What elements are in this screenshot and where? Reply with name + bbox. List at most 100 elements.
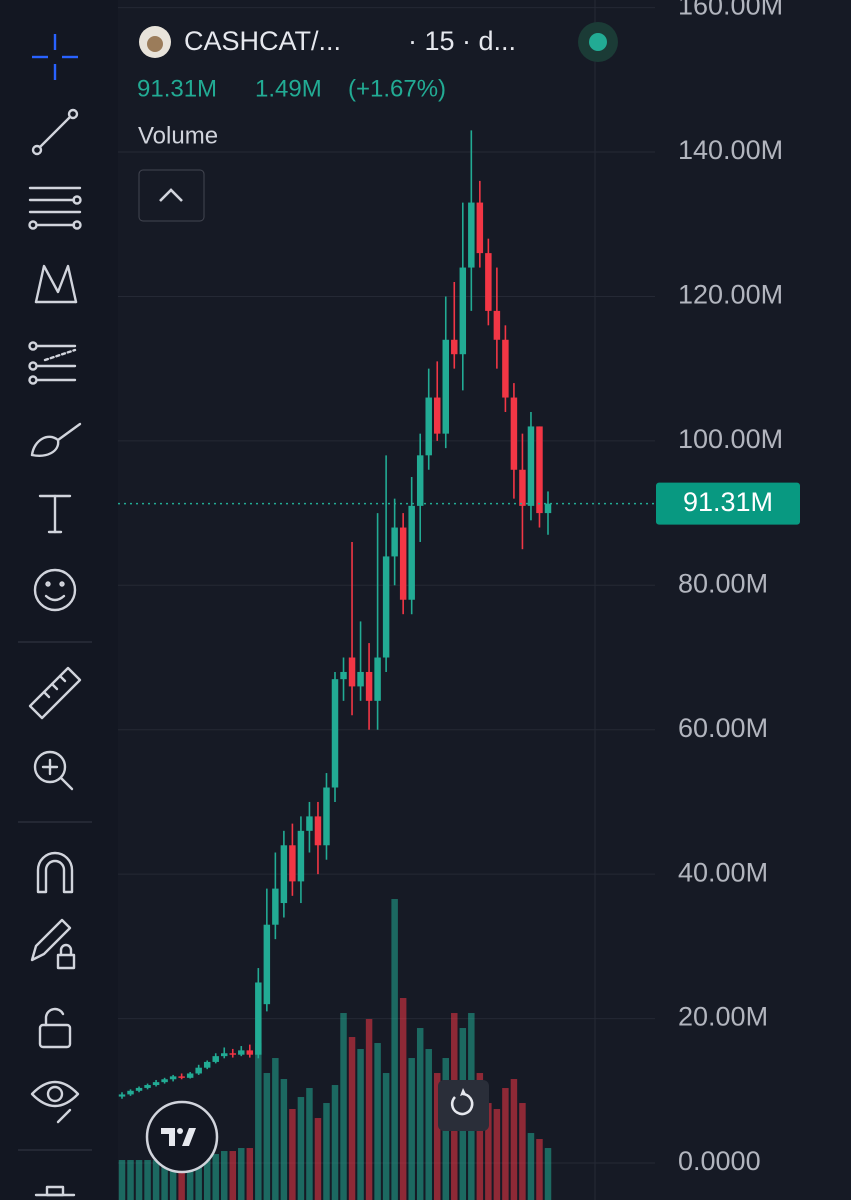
candle-body [340, 671, 347, 680]
candle-body [272, 888, 279, 925]
candle-body [229, 1053, 236, 1055]
change: 1.49M [255, 75, 322, 102]
candle-body [118, 1094, 126, 1097]
interval[interactable]: · 15 · d... [408, 26, 516, 56]
candle-body [195, 1067, 202, 1074]
candle-body [144, 1085, 151, 1088]
volume-bar [229, 1151, 236, 1200]
candle-body [246, 1050, 254, 1055]
volume-bar [272, 1058, 279, 1200]
candle-body [544, 503, 552, 514]
candle-body [425, 397, 432, 456]
zoom-tool[interactable] [33, 750, 74, 791]
pattern-tool[interactable] [34, 264, 78, 304]
volume-bar [280, 1079, 288, 1200]
emoji-tool[interactable] [33, 568, 77, 612]
candle-body [442, 339, 449, 434]
candle-body [186, 1073, 194, 1078]
ruler-tool[interactable] [28, 666, 82, 720]
y-tick-label: 140.00M [678, 135, 783, 165]
candle-body [152, 1082, 160, 1086]
volume-bar [416, 1028, 424, 1200]
volume-bar [306, 1088, 313, 1200]
status-dot [589, 33, 607, 51]
volume-bar [255, 1043, 262, 1200]
candle-body [289, 845, 296, 882]
candle-body [221, 1053, 228, 1057]
magnet-tool[interactable] [36, 851, 74, 894]
delete-tool[interactable] [34, 1185, 76, 1197]
lock-tool[interactable] [38, 1007, 72, 1049]
trendline-tool[interactable] [31, 108, 79, 156]
volume-bar [195, 1154, 202, 1200]
volume-bar [391, 899, 398, 1200]
volume-bar [382, 1073, 390, 1200]
volume-bar [519, 1103, 526, 1200]
volume-bar [399, 998, 407, 1200]
candle-body [416, 455, 424, 506]
volume-bar [297, 1097, 305, 1200]
volume-bar [186, 1157, 194, 1200]
indicator-name[interactable]: Volume [138, 122, 218, 149]
candle-body [238, 1050, 245, 1055]
volume-bar [127, 1160, 134, 1200]
candle-body [536, 426, 543, 514]
volume-bar [408, 1058, 415, 1200]
candle-body [348, 657, 356, 687]
candle-body [203, 1061, 211, 1068]
chart-pane [118, 0, 851, 1200]
y-tick-label: 60.00M [678, 713, 768, 743]
volume-bar [340, 1013, 347, 1200]
tradingview-logo[interactable] [145, 1100, 219, 1174]
candle-body [493, 310, 501, 340]
candle-body [451, 339, 458, 355]
volume-bar [374, 1043, 381, 1200]
last-price-label: 91.31M [683, 487, 773, 517]
candle-body [127, 1090, 134, 1095]
candle-body [408, 505, 415, 600]
candle-body [212, 1056, 219, 1062]
volume-bar [169, 1157, 177, 1200]
candle-body [365, 671, 373, 701]
reset-button[interactable] [438, 1080, 489, 1131]
candle-body [135, 1087, 143, 1091]
collapse-button[interactable] [138, 169, 205, 222]
candle-body [161, 1079, 168, 1083]
y-tick-label: 20.00M [678, 1002, 768, 1032]
volume-bar [527, 1133, 535, 1200]
y-tick-label: 120.00M [678, 280, 783, 310]
prediction-tool[interactable] [28, 341, 77, 385]
volume-bar [221, 1151, 228, 1200]
last-price-box [656, 482, 800, 525]
candle-body [255, 982, 262, 1055]
candle-body [263, 924, 271, 1005]
candle-body [178, 1076, 185, 1078]
volume-bar [434, 1073, 441, 1200]
candle-body [391, 527, 398, 557]
symbol-logo-cat [147, 36, 163, 52]
candle-body [527, 426, 535, 506]
volume-bar [178, 1157, 185, 1200]
lock-drawings[interactable] [30, 918, 76, 970]
visibility-tool[interactable] [30, 1080, 80, 1124]
brush-tool[interactable] [30, 422, 82, 457]
crosshair-tool[interactable] [32, 34, 78, 80]
volume-bar [476, 1073, 484, 1200]
volume-bar [544, 1148, 552, 1200]
symbol-name[interactable]: CASHCAT/... [184, 26, 341, 56]
y-tick-label: 40.00M [678, 857, 768, 887]
volume-bar [289, 1109, 296, 1200]
volume-bar [203, 1154, 211, 1200]
volume-bar [238, 1148, 245, 1200]
candle-body [169, 1076, 177, 1080]
candle-body [357, 671, 364, 687]
fib-tool[interactable] [28, 186, 82, 230]
candle-body [306, 816, 313, 831]
text-tool[interactable] [38, 494, 72, 534]
volume-bar [425, 1049, 432, 1200]
candle-body [374, 657, 381, 701]
y-tick-label: 100.00M [678, 424, 783, 454]
candle-body [485, 253, 492, 311]
